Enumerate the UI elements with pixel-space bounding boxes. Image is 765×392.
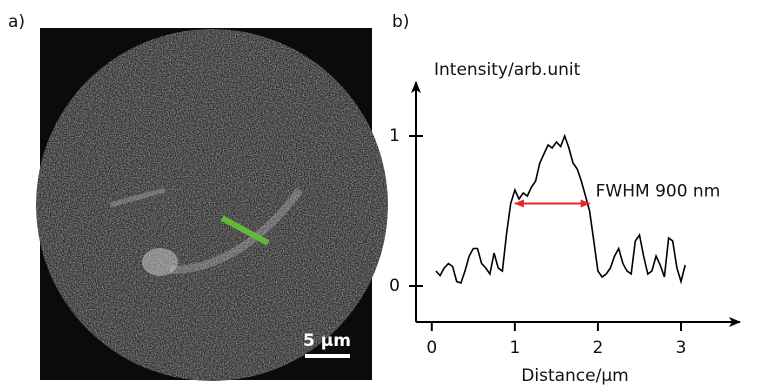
panel-label: a) [8, 12, 25, 32]
x-tick-label: 1 [509, 338, 520, 358]
y-axis-label: Intensity/arb.unit [434, 60, 581, 80]
panel-label: b) [392, 12, 409, 32]
fwhm-label: FWHM 900 nm [596, 182, 721, 202]
scale-bar-label: 5 µm [303, 331, 351, 351]
x-tick-label: 0 [426, 338, 437, 358]
profile-line [220, 215, 270, 246]
y-tick-label: 0 [389, 276, 400, 296]
x-axis-label: Distance/µm [521, 366, 628, 386]
x-tick-label: 2 [593, 338, 604, 358]
profile-line [435, 133, 686, 285]
x-tick-label: 3 [676, 338, 687, 358]
micrograph: 5 µm [36, 28, 388, 381]
y-tick-label: 1 [389, 126, 400, 146]
